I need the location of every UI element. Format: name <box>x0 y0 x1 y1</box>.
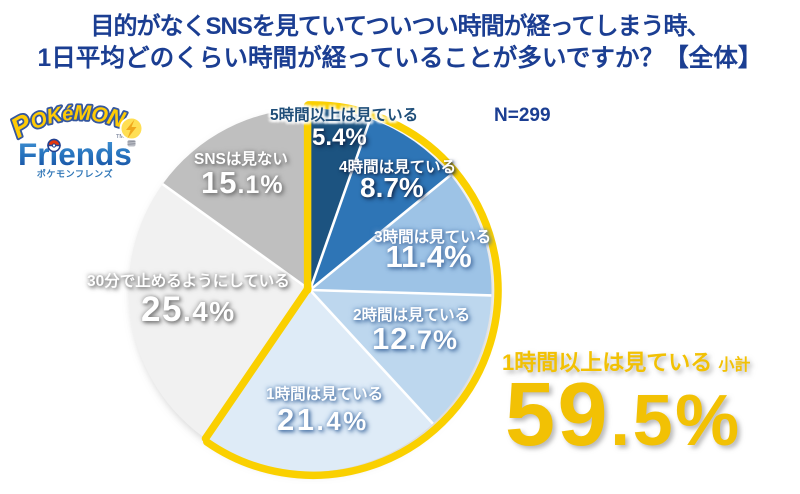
svg-text:Friends: Friends <box>18 136 132 172</box>
svg-text:ポケモンフレンズ: ポケモンフレンズ <box>37 168 113 179</box>
svg-text:TM: TM <box>116 134 124 140</box>
